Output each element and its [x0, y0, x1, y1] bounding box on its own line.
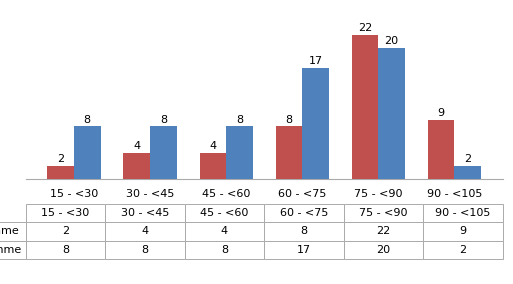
Bar	[378, 48, 405, 179]
Bar	[200, 153, 226, 179]
Bar	[275, 126, 302, 179]
Bar	[302, 68, 329, 179]
Bar	[226, 126, 253, 179]
Text: 4: 4	[209, 141, 216, 151]
Text: 8: 8	[236, 114, 243, 124]
Text: 8: 8	[160, 114, 167, 124]
Text: 20: 20	[385, 36, 399, 46]
Bar	[352, 35, 378, 179]
Bar	[428, 120, 455, 179]
Text: 2: 2	[464, 154, 471, 164]
Bar	[124, 153, 150, 179]
Bar	[455, 166, 481, 179]
Bar	[74, 126, 101, 179]
Bar	[150, 126, 176, 179]
Text: 17: 17	[308, 56, 323, 66]
Text: 22: 22	[358, 23, 372, 33]
Text: 8: 8	[285, 114, 292, 124]
Text: 8: 8	[84, 114, 91, 124]
Text: 2: 2	[57, 154, 64, 164]
Text: 9: 9	[438, 108, 445, 118]
Bar	[47, 166, 74, 179]
Text: 4: 4	[133, 141, 140, 151]
